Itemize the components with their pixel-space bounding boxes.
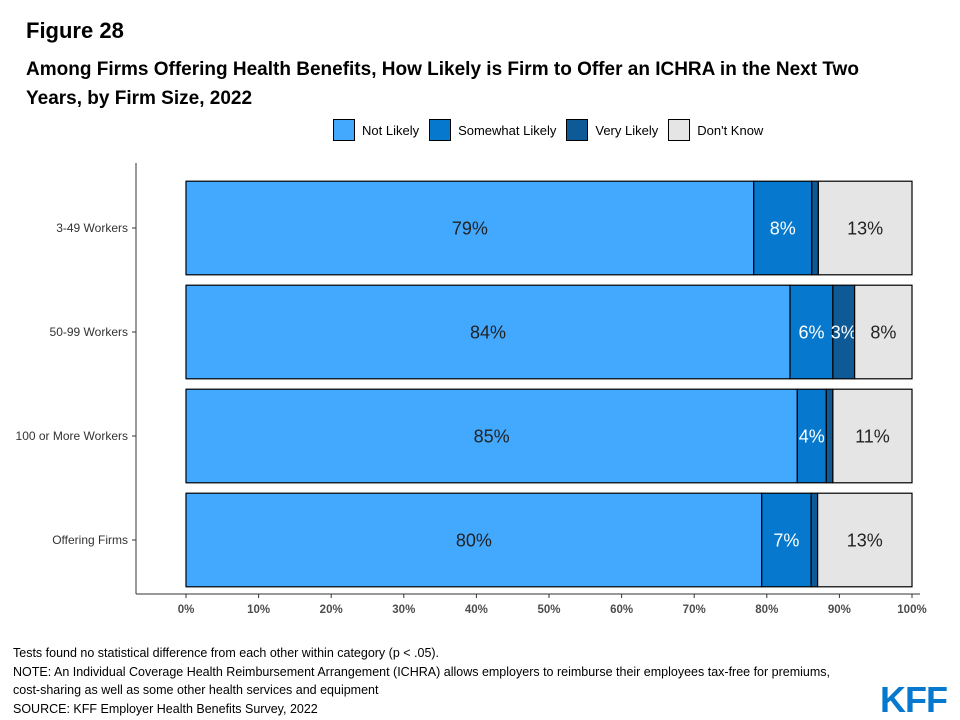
data-label-not-likely: 85% [474, 427, 510, 447]
bar-don-t-know [817, 180, 913, 276]
chart-legend: Not Likely Somewhat Likely Very Likely D… [333, 119, 773, 141]
legend-label-not-likely: Not Likely [362, 122, 420, 138]
y-tick-label: 50-99 Workers [50, 325, 128, 339]
legend-item-very-likely: Very Likely [566, 119, 658, 141]
legend-label-dont-know: Don't Know [697, 122, 764, 138]
data-label-very-likely: 3% [831, 323, 857, 343]
x-tick-label: 10% [247, 604, 270, 616]
x-tick-label: 0% [178, 604, 195, 616]
chart-notes: Tests found no statistical difference fr… [13, 644, 830, 718]
data-label-somewhat-likely: 4% [799, 427, 825, 447]
y-tick-label: Offering Firms [52, 533, 128, 547]
legend-swatch-not-likely [333, 119, 355, 141]
y-tick-label: 3-49 Workers [56, 221, 128, 235]
x-tick-label: 50% [537, 604, 560, 616]
x-tick-label: 30% [392, 604, 415, 616]
legend-swatch-very-likely [566, 119, 589, 141]
kff-logo: KFF [880, 680, 948, 716]
data-label-not-likely: 84% [470, 323, 506, 343]
bar-very-likely [825, 388, 834, 484]
bar-don-t-know [817, 492, 913, 588]
data-label-not-likely: 80% [456, 531, 492, 551]
data-label-not-likely: 79% [452, 219, 488, 239]
x-tick-label: 80% [755, 604, 778, 616]
x-tick-label: 60% [610, 604, 633, 616]
legend-item-dont-know: Don't Know [668, 119, 763, 141]
note-definition: NOTE: An Individual Coverage Health Reim… [13, 664, 830, 679]
y-tick-label: 100 or More Workers [16, 429, 128, 443]
bar-not-likely [185, 180, 755, 276]
legend-swatch-dont-know [668, 119, 691, 141]
data-label-somewhat-likely: 7% [773, 531, 799, 551]
bar-don-t-know [854, 284, 913, 380]
bar-not-likely [185, 284, 791, 380]
bar-very-likely [810, 492, 819, 588]
bar-very-likely [811, 180, 819, 276]
bar-don-t-know [832, 388, 913, 484]
legend-item-not-likely: Not Likely [333, 119, 419, 141]
data-label-somewhat-likely: 8% [770, 219, 796, 239]
legend-label-somewhat-likely: Somewhat Likely [458, 122, 557, 138]
legend-item-somewhat-likely: Somewhat Likely [429, 119, 556, 141]
x-tick-label: 100% [897, 604, 926, 616]
bar-not-likely [185, 388, 798, 484]
legend-swatch-somewhat-likely [429, 119, 452, 141]
x-tick-label: 40% [465, 604, 488, 616]
legend-label-very-likely: Very Likely [595, 122, 659, 138]
data-label-don-t-know: 8% [870, 323, 896, 343]
data-label-don-t-know: 13% [847, 531, 883, 551]
chart-title: Among Firms Offering Health Benefits, Ho… [26, 59, 859, 109]
x-tick-label: 90% [828, 604, 851, 616]
data-label-somewhat-likely: 6% [798, 323, 824, 343]
stacked-bar-chart: 0% 10% 20% 30% 40% 50% 60% 70% 80% 90% 100% 3-49 Wo… [16, 163, 927, 616]
bar-somewhat-likely [789, 284, 834, 380]
kff-logo-text: KFF [880, 680, 947, 716]
note-source: SOURCE: KFF Employer Health Benefits Sur… [13, 701, 318, 716]
data-label-don-t-know: 13% [847, 219, 883, 239]
x-tick-label: 70% [683, 604, 706, 616]
figure-label: Figure 28 [26, 18, 124, 43]
data-label-don-t-know: 11% [855, 427, 890, 447]
note-stat-test: Tests found no statistical difference fr… [13, 646, 440, 660]
note-definition-cont: cost-sharing as well as some other healt… [13, 683, 379, 697]
x-tick-label: 20% [320, 604, 343, 616]
